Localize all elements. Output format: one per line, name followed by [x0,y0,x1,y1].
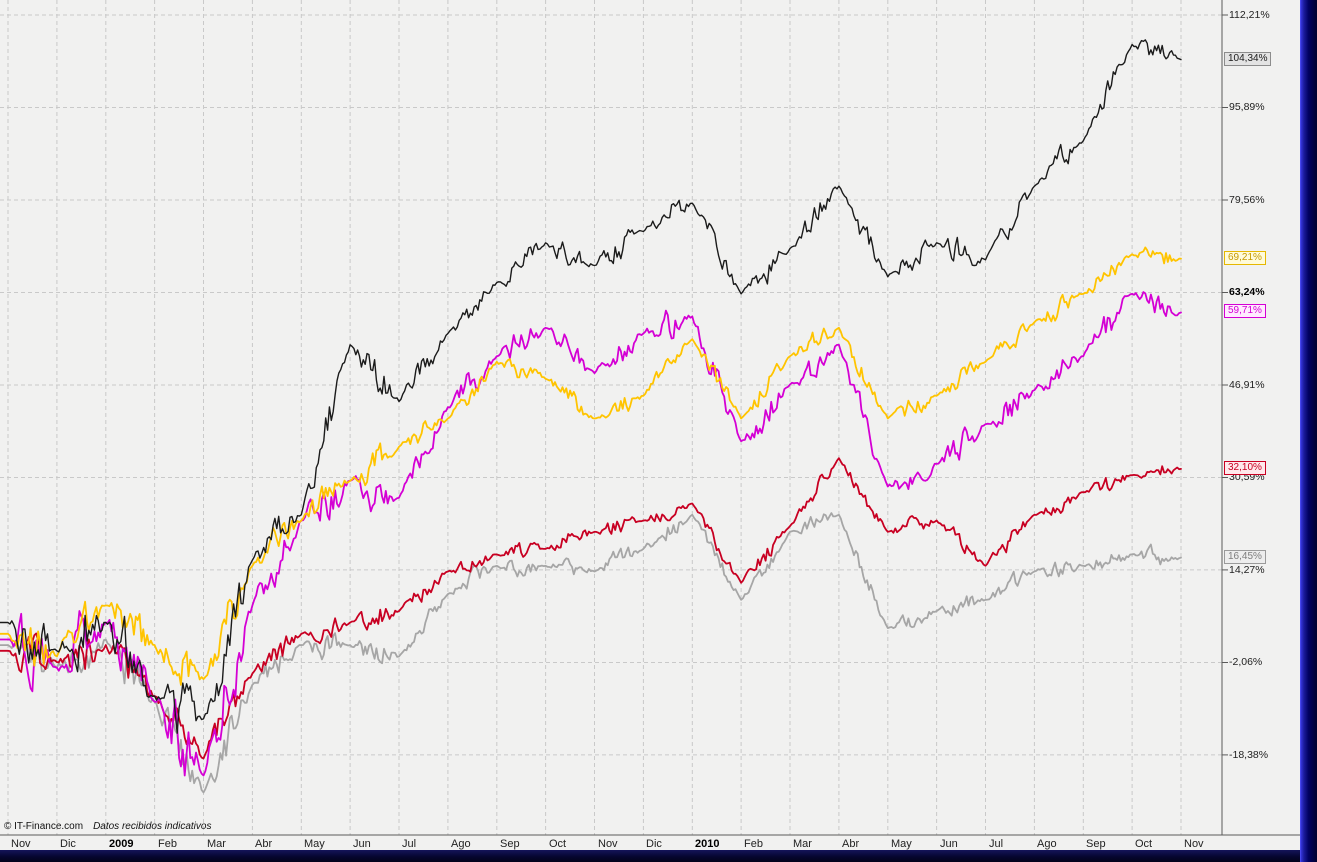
x-axis-month-label: Nov [11,838,31,850]
x-axis-month-label: Jun [353,838,371,850]
x-axis-month-label: Feb [158,838,177,850]
series-magenta-line [0,291,1182,777]
x-axis-month-label: Abr [255,838,273,850]
x-axis-month-label: Abr [842,838,860,850]
data-indicative-note: Datos recibidos indicativos [93,821,212,832]
x-axis-month-label: Nov [598,838,618,850]
y-axis-tick-label: 46,91% [1229,379,1265,391]
y-axis-tick-label: 63,24% [1229,286,1265,298]
y-axis-tick-label: 79,56% [1229,194,1265,206]
series-gray-line [0,512,1182,794]
series-red-line [0,457,1182,760]
y-axis-tick-label: 112,21% [1229,9,1270,21]
x-axis-month-label: Mar [793,838,812,850]
last-value-label-yellow: 69,21% [1224,251,1266,265]
x-axis-month-label: May [891,838,912,850]
x-axis-month-label: Ago [451,838,471,850]
timeline-bar[interactable] [0,850,1300,862]
last-value-label-gray: 16,45% [1224,550,1266,564]
y-axis-tick-label: -2,06% [1229,656,1263,668]
x-axis-month-label: Jul [989,838,1004,850]
x-axis-month-label: Oct [1135,838,1153,850]
y-axis-tick-label: 14,27% [1229,564,1265,576]
x-axis-month-label: Feb [744,838,763,850]
x-axis-year-label: 2009 [109,838,134,850]
x-axis-month-label: Nov [1184,838,1204,850]
x-axis-month-label: Ago [1037,838,1057,850]
x-axis-month-label: Mar [207,838,226,850]
copyright-text: © IT-Finance.com [4,821,84,832]
y-axis-tick-label: 95,89% [1229,101,1265,113]
x-axis-month-label: Oct [549,838,567,850]
series-black-line [0,39,1182,734]
x-axis-month-label: Dic [646,838,662,850]
last-value-label-black: 104,34% [1224,52,1272,66]
x-axis-month-label: Sep [500,838,520,850]
x-axis-month-label: May [304,838,325,850]
x-axis-month-label: Jul [402,838,417,850]
chart-footer: © IT-Finance.com Datos recibidos indicati… [4,821,211,832]
y-axis-tick-label: -18,38% [1229,749,1269,761]
x-axis-month-label: Sep [1086,838,1106,850]
series-yellow-line [0,246,1182,686]
x-axis-month-label: Dic [60,838,76,850]
last-value-label-magenta: 59,71% [1224,304,1266,318]
x-axis-month-label: Jun [940,838,958,850]
window-scrollbar[interactable] [1300,0,1317,862]
last-value-label-red: 32,10% [1224,461,1266,475]
x-axis-year-label: 2010 [695,838,720,850]
